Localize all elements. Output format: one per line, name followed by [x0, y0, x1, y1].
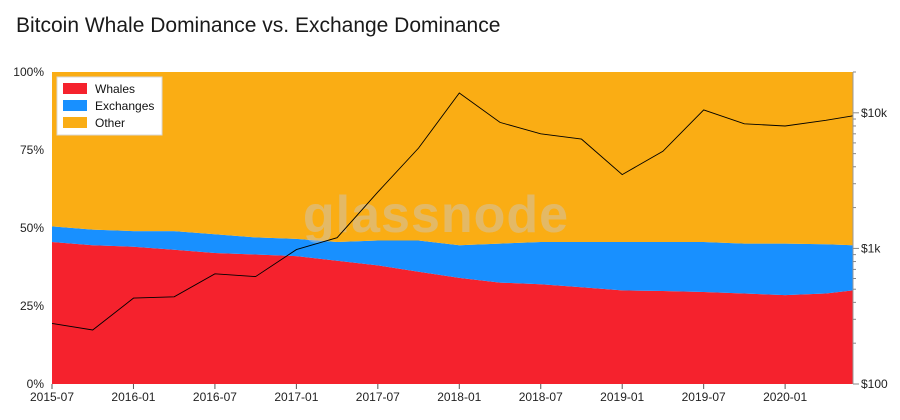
- x-tick-label: 2018-01: [437, 390, 481, 404]
- price-series: [51, 92, 854, 331]
- y-axis-right: $100 $1k $10k: [852, 71, 888, 391]
- legend-label-whales: Whales: [95, 82, 135, 96]
- x-tick-label: 2018-07: [519, 390, 563, 404]
- x-tick-label: 2017-01: [274, 390, 318, 404]
- x-tick-label: 2016-07: [193, 390, 237, 404]
- legend-swatch-exchanges: [63, 100, 87, 111]
- legend-label-exchanges: Exchanges: [95, 99, 154, 113]
- x-tick-label: 2016-01: [111, 390, 155, 404]
- legend-swatch-whales: [63, 83, 87, 94]
- y-left-tick-label: 0%: [27, 377, 45, 391]
- y-axis-left: 0% 25% 50% 75% 100%: [13, 65, 44, 391]
- area-exchanges: [52, 226, 853, 296]
- y-left-tick-label: 100%: [13, 65, 44, 79]
- y-right-tick-label: $100: [861, 377, 888, 391]
- x-tick-label: 2017-07: [356, 390, 400, 404]
- legend: Whales Exchanges Other: [56, 76, 163, 136]
- price-line: [51, 92, 854, 331]
- area-whales: [52, 242, 853, 384]
- chart-title: Bitcoin Whale Dominance vs. Exchange Dom…: [16, 14, 501, 37]
- y-left-tick-label: 75%: [20, 143, 44, 157]
- y-right-tick-label: $10k: [861, 106, 888, 120]
- legend-swatch-other: [63, 117, 87, 128]
- watermark: glassnode: [303, 186, 569, 244]
- x-tick-label: 2019-07: [682, 390, 726, 404]
- x-axis: 2015-07 2016-01 2016-07 2017-01 2017-07 2018-…: [30, 384, 807, 404]
- x-tick-label: 2020-01: [763, 390, 807, 404]
- y-right-tick-label: $1k: [861, 241, 881, 255]
- x-tick-label: 2019-01: [600, 390, 644, 404]
- stacked-areas: [52, 72, 853, 384]
- legend-label-other: Other: [95, 116, 125, 130]
- area-other: [52, 72, 853, 246]
- x-tick-label: 2015-07: [30, 390, 74, 404]
- y-left-tick-label: 25%: [20, 299, 44, 313]
- y-left-tick-label: 50%: [20, 221, 44, 235]
